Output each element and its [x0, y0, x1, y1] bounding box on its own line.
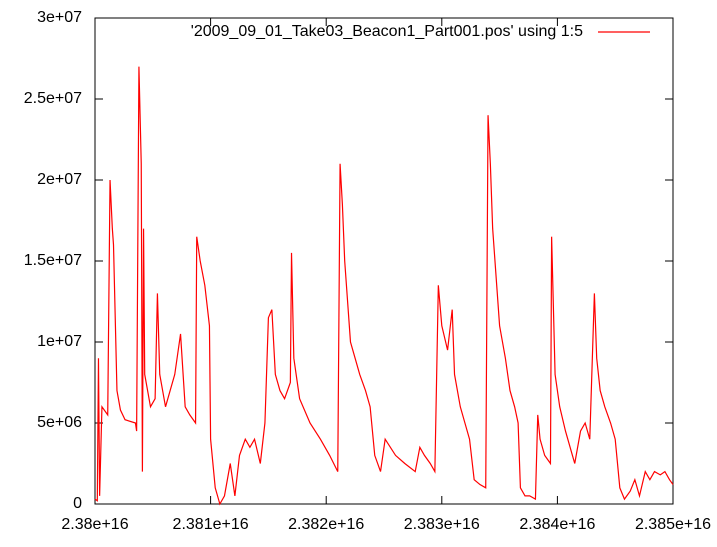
x-tick-label: 2.383e+16	[404, 516, 480, 533]
legend-label: '2009_09_01_Take03_Beacon1_Part001.pos' …	[191, 23, 583, 40]
y-tick-label: 0	[73, 495, 82, 512]
x-tick-label: 2.381e+16	[173, 516, 249, 533]
y-tick-label: 2.5e+07	[24, 90, 82, 107]
y-tick-label: 1e+07	[37, 333, 82, 350]
y-tick-label: 2e+07	[37, 171, 82, 188]
y-tick-label: 5e+06	[37, 414, 82, 431]
y-tick-label: 1.5e+07	[24, 252, 82, 269]
x-tick-label: 2.384e+16	[519, 516, 595, 533]
data-line	[94, 66, 674, 506]
x-tick-label: 2.38e+16	[61, 516, 128, 533]
x-tick-label: 2.382e+16	[288, 516, 364, 533]
y-tick-label: 3e+07	[37, 9, 82, 26]
x-tick-label: 2.385e+16	[635, 516, 711, 533]
